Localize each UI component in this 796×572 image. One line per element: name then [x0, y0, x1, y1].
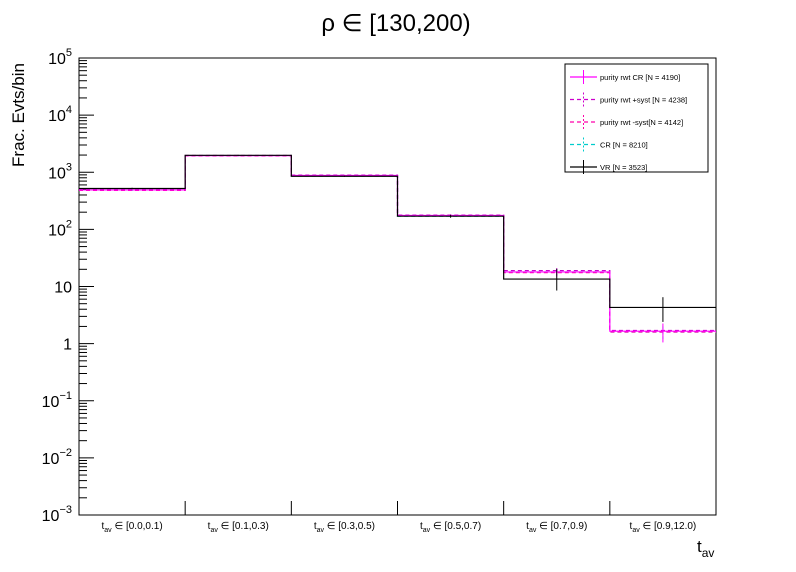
y-tick-label-exponent: −1: [59, 390, 72, 402]
legend-entry-label: purity rwt CR [N = 4190]: [600, 73, 680, 82]
x-tick-label-sub: av: [529, 527, 537, 534]
x-tick-label-range: ∈ [0.1,0.3): [218, 521, 269, 532]
legend-entry-label: purity rwt +syst [N = 4238]: [600, 96, 687, 105]
y-tick-label: 10−1: [42, 390, 72, 411]
x-tick-label-var: t: [420, 521, 423, 532]
x-tick-label: tav ∈ [0.7,0.9): [526, 521, 587, 534]
y-tick-label: 10: [54, 280, 72, 297]
y-tick-label-exponent: 2: [66, 218, 72, 230]
y-tick-label-base: 10: [48, 165, 66, 182]
chart-title: ρ ∈ [130,200): [321, 10, 470, 37]
y-tick-label-exponent: −3: [59, 504, 72, 516]
x-tick-label-range: ∈ [0.7,0.9): [536, 521, 587, 532]
y-tick-label-base: 10: [48, 222, 66, 239]
y-axis-label: Frac. Evts/bin: [9, 63, 28, 167]
x-ticks: tav ∈ [0.0,0.1) tav ∈ [0.1,0.3) tav ∈ [0.3…: [102, 501, 697, 534]
x-tick-label-var: t: [102, 521, 105, 532]
series-4: [79, 154, 716, 322]
x-axis-label-main: t: [697, 537, 702, 556]
y-tick-label: 10−2: [42, 447, 72, 468]
y-tick-label-base: 10: [48, 51, 66, 68]
x-tick-label-sub: av: [104, 527, 112, 534]
x-tick-label: tav ∈ [0.1,0.3): [208, 521, 269, 534]
y-tick-label: 102: [48, 218, 72, 239]
x-axis-label: tav: [697, 537, 714, 560]
legend-box: [564, 63, 709, 173]
y-tick-label-base: 1: [63, 337, 72, 354]
x-tick-label-range: ∈ [0.0,0.1): [112, 521, 163, 532]
y-tick-label: 10−3: [42, 504, 72, 525]
x-tick-label: tav ∈ [0.0,0.1): [102, 521, 163, 534]
legend-entry-label: purity rwt -syst[N = 4142]: [600, 118, 683, 127]
y-tick-label: 104: [48, 104, 72, 125]
x-tick-label-sub: av: [210, 527, 218, 534]
x-tick-label-range: ∈ [0.9,12.0): [640, 521, 697, 532]
x-tick-label-sub: av: [317, 527, 325, 534]
x-tick-label: tav ∈ [0.9,12.0): [630, 521, 697, 534]
y-tick-label-base: 10: [42, 508, 60, 525]
x-tick-label: tav ∈ [0.5,0.7): [420, 521, 481, 534]
y-tick-label: 1: [63, 337, 72, 354]
series-layer: [79, 154, 716, 343]
x-tick-label: tav ∈ [0.3,0.5): [314, 521, 375, 534]
y-axis-label-text: Frac. Evts/bin: [9, 63, 28, 167]
y-tick-label-exponent: 5: [66, 47, 72, 59]
y-tick-label-exponent: 3: [66, 161, 72, 173]
x-tick-label-var: t: [630, 521, 633, 532]
x-tick-label-range: ∈ [0.3,0.5): [324, 521, 375, 532]
x-tick-label-var: t: [526, 521, 529, 532]
series-step-line: [79, 154, 716, 309]
y-tick-label: 103: [48, 161, 72, 182]
y-tick-label-base: 10: [42, 394, 60, 411]
y-tick-label-exponent: 4: [66, 104, 72, 116]
y-tick-label-base: 10: [42, 451, 60, 468]
y-tick-label-exponent: −2: [59, 447, 72, 459]
x-tick-label-var: t: [314, 521, 317, 532]
legend: purity rwt CR [N = 4190] purity rwt +syst…: [564, 63, 709, 174]
y-tick-label-base: 10: [48, 108, 66, 125]
legend-entry-label: CR [N = 8210]: [600, 141, 648, 150]
y-tick-label-base: 10: [54, 280, 72, 297]
x-tick-label-range: ∈ [0.5,0.7): [430, 521, 481, 532]
x-tick-label-sub: av: [423, 527, 431, 534]
legend-entry-label: VR [N = 3523]: [600, 163, 647, 172]
x-tick-label-var: t: [208, 521, 211, 532]
x-axis-label-sub: av: [702, 546, 715, 560]
x-tick-label-sub: av: [632, 527, 640, 534]
y-tick-label: 105: [48, 47, 72, 68]
